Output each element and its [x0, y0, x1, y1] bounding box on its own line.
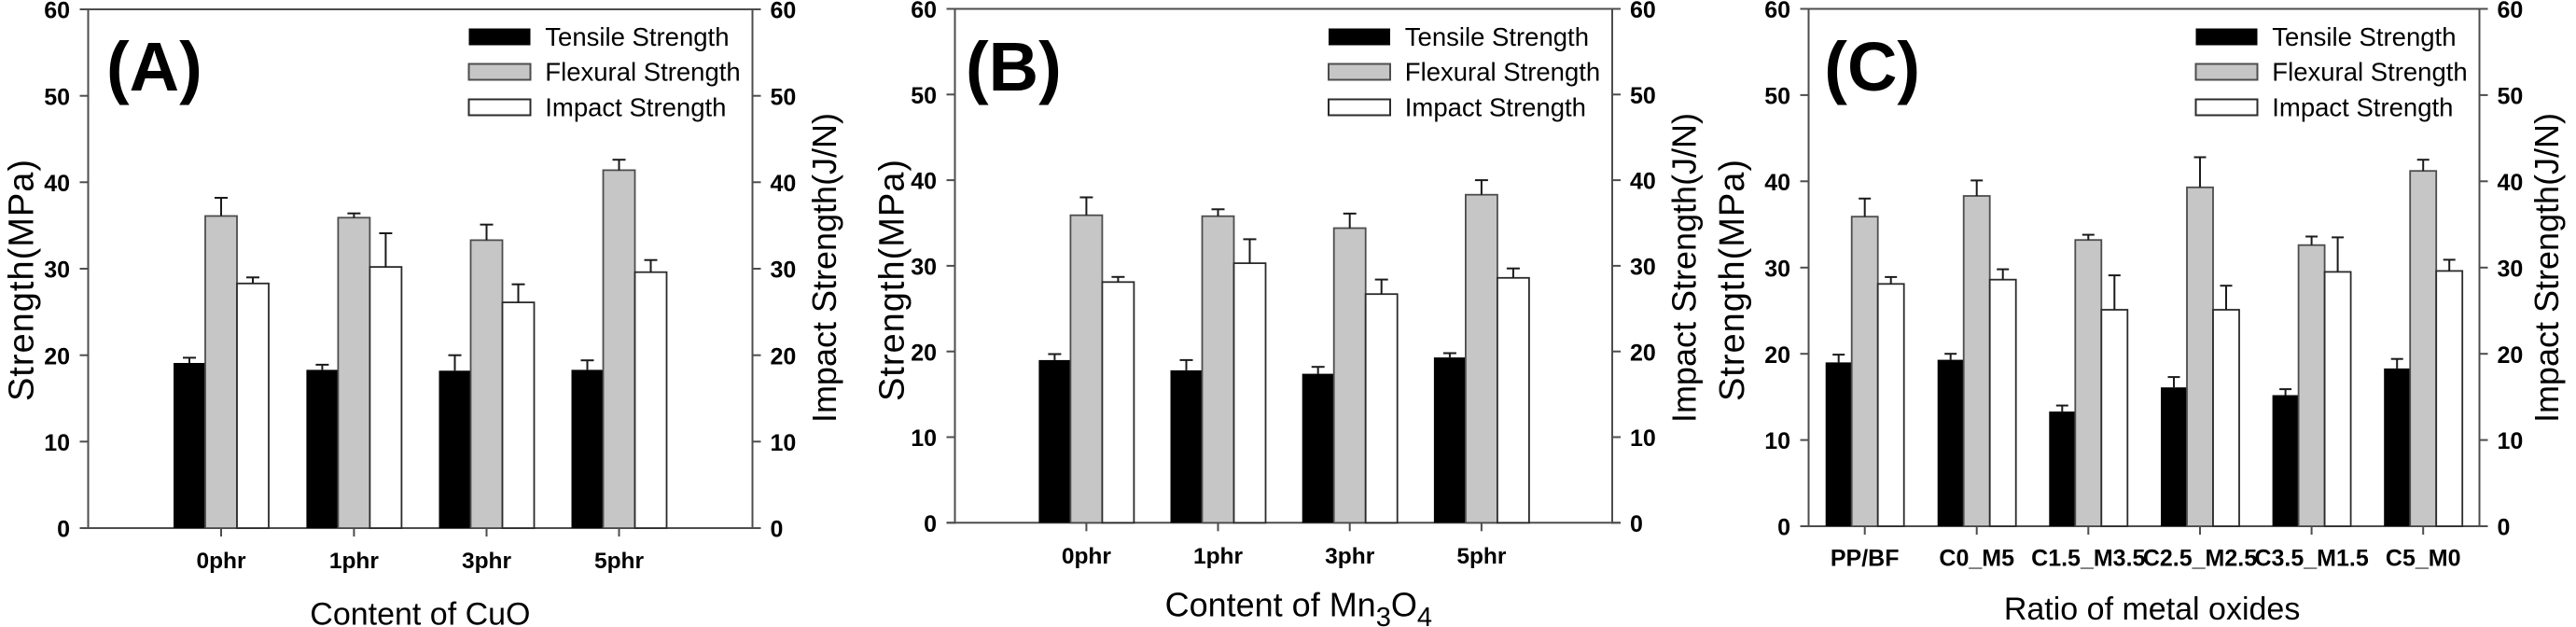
svg-text:0: 0	[924, 511, 937, 537]
svg-text:20: 20	[911, 340, 937, 366]
svg-text:0: 0	[2498, 515, 2511, 541]
svg-text:30: 30	[2498, 256, 2524, 282]
svg-text:20: 20	[1764, 342, 1790, 369]
svg-text:C2.5_M2.5: C2.5_M2.5	[2143, 546, 2257, 572]
svg-text:0phr: 0phr	[1062, 544, 1112, 569]
svg-text:(C): (C)	[1824, 28, 1920, 105]
svg-text:5phr: 5phr	[594, 549, 645, 574]
svg-text:Impact Strength(J/N): Impact Strength(J/N)	[805, 113, 843, 423]
svg-text:60: 60	[1764, 0, 1790, 23]
svg-text:10: 10	[771, 430, 797, 456]
svg-text:Impact Strength(J/N): Impact Strength(J/N)	[1665, 113, 1704, 423]
svg-text:3phr: 3phr	[462, 549, 512, 574]
svg-text:1phr: 1phr	[329, 549, 380, 574]
svg-text:Impact Strength: Impact Strength	[1405, 93, 1586, 122]
svg-text:10: 10	[911, 425, 937, 452]
svg-text:50: 50	[1764, 84, 1790, 110]
svg-text:60: 60	[44, 0, 70, 24]
svg-text:0: 0	[57, 517, 70, 543]
svg-text:Flexural Strength: Flexural Strength	[2272, 58, 2467, 87]
svg-text:PP/BF: PP/BF	[1831, 546, 1900, 572]
svg-text:20: 20	[2498, 342, 2524, 369]
svg-text:Ratio of metal oxides: Ratio of metal oxides	[2004, 592, 2301, 627]
svg-text:40: 40	[1764, 170, 1790, 196]
svg-text:50: 50	[44, 84, 70, 110]
svg-text:20: 20	[44, 343, 70, 369]
svg-text:30: 30	[1630, 255, 1656, 281]
svg-text:Strength(MPa): Strength(MPa)	[872, 159, 912, 401]
svg-text:40: 40	[771, 171, 797, 197]
svg-text:Impact Strength: Impact Strength	[2272, 93, 2453, 122]
svg-text:C5_M0: C5_M0	[2386, 546, 2461, 572]
svg-text:Content of Mn3O4: Content of Mn3O4	[1165, 586, 1432, 627]
svg-text:30: 30	[911, 255, 937, 281]
svg-text:Impact Strength(J/N): Impact Strength(J/N)	[2527, 113, 2566, 423]
svg-text:50: 50	[771, 84, 797, 110]
svg-text:Strength(MPa): Strength(MPa)	[3, 159, 42, 401]
svg-text:0: 0	[1630, 511, 1643, 537]
svg-text:30: 30	[771, 258, 797, 284]
svg-text:Tensile Strength: Tensile Strength	[545, 22, 729, 51]
svg-text:Impact Strength: Impact Strength	[545, 93, 726, 122]
svg-text:Strength(MPa): Strength(MPa)	[1713, 159, 1752, 401]
svg-text:40: 40	[1630, 169, 1656, 195]
svg-text:10: 10	[2498, 428, 2524, 454]
svg-text:Flexural Strength: Flexural Strength	[545, 58, 740, 87]
svg-text:20: 20	[1630, 340, 1656, 366]
svg-text:60: 60	[771, 0, 797, 24]
svg-text:Tensile Strength: Tensile Strength	[1405, 22, 1589, 51]
svg-text:(A): (A)	[106, 28, 202, 105]
svg-text:40: 40	[911, 169, 937, 195]
svg-text:1phr: 1phr	[1193, 544, 1244, 569]
svg-text:40: 40	[2498, 170, 2524, 196]
svg-text:40: 40	[44, 171, 70, 197]
svg-text:60: 60	[1630, 0, 1656, 23]
svg-text:10: 10	[1764, 428, 1790, 454]
svg-text:30: 30	[1764, 256, 1790, 282]
svg-text:10: 10	[44, 430, 70, 456]
svg-text:0phr: 0phr	[196, 549, 246, 574]
svg-text:10: 10	[1630, 425, 1656, 452]
svg-text:5phr: 5phr	[1456, 544, 1507, 569]
svg-text:50: 50	[1630, 83, 1656, 109]
svg-text:Content of CuO: Content of CuO	[310, 596, 530, 627]
svg-text:C3.5_M1.5: C3.5_M1.5	[2254, 546, 2368, 572]
svg-text:60: 60	[911, 0, 937, 23]
svg-text:Tensile Strength: Tensile Strength	[2272, 22, 2456, 51]
svg-text:0: 0	[771, 517, 784, 543]
svg-text:0: 0	[1777, 515, 1790, 541]
svg-text:C0_M5: C0_M5	[1939, 546, 2014, 572]
svg-text:30: 30	[44, 258, 70, 284]
svg-text:3phr: 3phr	[1325, 544, 1375, 569]
svg-text:C1.5_M3.5: C1.5_M3.5	[2031, 546, 2145, 572]
svg-text:60: 60	[2498, 0, 2524, 23]
svg-text:20: 20	[771, 343, 797, 369]
svg-text:(B): (B)	[966, 28, 1062, 105]
svg-text:50: 50	[2498, 84, 2524, 110]
svg-text:Flexural Strength: Flexural Strength	[1405, 58, 1600, 87]
svg-text:50: 50	[911, 83, 937, 109]
